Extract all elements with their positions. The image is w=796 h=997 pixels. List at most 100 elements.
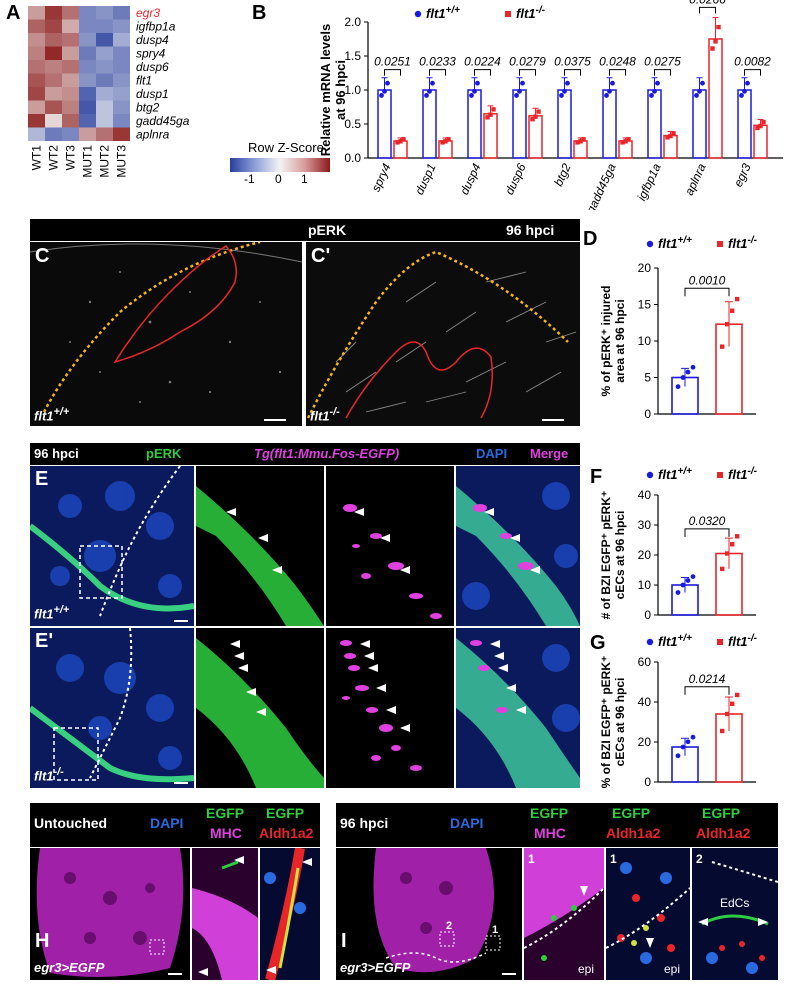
micrograph-e2-merge-svg xyxy=(456,628,580,788)
heatmap-cell xyxy=(45,73,62,87)
chart-d-point xyxy=(675,384,681,390)
chart-f-ytick-label: 40 xyxy=(638,488,652,502)
panel-i-marker-1: 1 xyxy=(492,924,499,936)
panel-h-egfp1: EGFP xyxy=(206,805,245,821)
heatmap-cell xyxy=(28,33,45,47)
panel-i-egfp2: EGFP xyxy=(612,805,651,821)
chart-f-ytick-label: 20 xyxy=(638,548,652,562)
chart-b-point xyxy=(652,88,657,94)
chart-b-bracket xyxy=(519,69,536,76)
chart-f-wt-legend-marker xyxy=(646,471,654,479)
panel-label-a: A xyxy=(6,2,21,24)
chart-b-category-label: dusp4 xyxy=(457,161,484,197)
chart-g-point xyxy=(730,701,735,706)
chart-b-point xyxy=(671,131,676,136)
heatmap-cell xyxy=(113,60,130,74)
heatmap-legend-title: Row Z-Score xyxy=(248,140,324,155)
chart-f-ytick-label: 0 xyxy=(644,608,651,622)
chart-b-point xyxy=(488,112,493,117)
chart-d-ylabel: % of pERK⁺ injured xyxy=(599,286,613,397)
micrograph-e-perk xyxy=(196,466,324,626)
micrograph-i-aldh2-svg xyxy=(692,848,778,980)
chart-b-point xyxy=(665,135,670,140)
heatmap-cell xyxy=(113,33,130,47)
heatmap-cell xyxy=(113,114,130,128)
chart-b-ytick-label: 1.5 xyxy=(344,49,361,63)
heatmap-cell xyxy=(96,87,113,101)
chart-b-point xyxy=(385,80,390,86)
chart-b-point xyxy=(514,93,519,98)
chart-b-bar xyxy=(737,89,752,159)
chart-b-category-label: egr3 xyxy=(731,161,754,189)
heatmap-cell xyxy=(79,19,96,33)
panel-e-ch-dapi: DAPI xyxy=(476,446,508,461)
panel-c2-genotype: flt1-/- xyxy=(310,406,340,424)
chart-b-pvalue: 0.0248 xyxy=(599,55,636,69)
micrograph-h-aldh xyxy=(260,848,320,980)
chart-f-point xyxy=(720,566,725,572)
chart-b-point xyxy=(440,140,445,145)
chart-g-point xyxy=(725,711,730,717)
heatmap-cell xyxy=(96,73,113,87)
chart-b-point xyxy=(623,139,628,144)
heatmap-cell xyxy=(113,6,130,20)
panel-label-h: H xyxy=(35,930,50,952)
chart-b-point xyxy=(581,137,586,142)
micrograph-i-overview-svg xyxy=(336,848,522,980)
chart-b-point xyxy=(427,88,432,94)
micrograph-i-mhc: 1 epi xyxy=(524,848,604,980)
micrograph-c2-svg xyxy=(306,242,580,426)
chart-b-point xyxy=(742,88,747,94)
heatmap-cell xyxy=(96,19,113,33)
heatmap-cell xyxy=(62,73,79,87)
panel-h-header: Untouched DAPI EGFP MHC EGFP Aldh1a2 xyxy=(30,803,320,847)
panel-i-aldh1: Aldh1a2 xyxy=(606,825,661,841)
heatmap-cell xyxy=(28,73,45,87)
chart-d-wt-legend-marker xyxy=(646,240,654,248)
heatmap-gene-label: aplnra xyxy=(136,128,170,142)
heatmap-gene-label: dusp4 xyxy=(136,33,169,47)
panel-c-time: 96 hpci xyxy=(506,222,555,238)
chart-d-ytick-label: 15 xyxy=(638,298,652,312)
chart-d-pvalue: 0.0010 xyxy=(689,273,726,287)
chart-b-point xyxy=(626,137,631,142)
panel-i-cond: 96 hpci xyxy=(340,815,389,831)
chart-b-bar xyxy=(647,89,662,159)
chart-b-point xyxy=(562,88,567,94)
chart-b-point xyxy=(559,93,564,98)
micrograph-e-merge-svg xyxy=(456,466,580,626)
chart-g-ytick-label: 20 xyxy=(638,735,652,749)
chart-b-category-label: aplnra xyxy=(682,161,709,197)
chart-f-ylabel: # of BZI EGFP⁺ pERK⁺ xyxy=(599,491,613,620)
panel-i-edcs: EdCs xyxy=(720,896,750,910)
chart-d-point xyxy=(680,375,686,380)
chart-b: 0.0 0.5 1.0 1.5 2.0 Relative mRNA levels at 96… xyxy=(318,0,783,210)
chart-b-bar xyxy=(528,115,543,159)
chart-b-ytick-label: 1.0 xyxy=(344,83,361,97)
chart-b-ylabel-2: at 96 hpci xyxy=(333,60,348,120)
chart-g-ylabel: % of BZI EGFP⁺ pERK⁺ xyxy=(599,656,613,789)
micrograph-i-mhc-svg xyxy=(524,848,604,980)
chart-b-point xyxy=(469,93,474,98)
heatmap-cell xyxy=(96,100,113,114)
chart-d-ytick-label: 20 xyxy=(638,261,652,275)
chart-d-mut-legend-label: flt1-/- xyxy=(728,235,758,251)
chart-d-point xyxy=(690,364,696,370)
panel-e-genotype: flt1+/+ xyxy=(34,604,70,622)
chart-g-ytick-label: 0 xyxy=(644,775,651,789)
heatmap-cell xyxy=(113,19,130,33)
heatmap-cell xyxy=(28,19,45,33)
panel-i-aldh1-epi: epi xyxy=(664,962,681,976)
panel-e2-genotype: flt1-/- xyxy=(34,766,64,784)
heatmap-cell xyxy=(62,114,79,128)
panel-i-header: 96 hpci DAPI EGFP MHC EGFP Aldh1a2 EGFP … xyxy=(336,803,778,847)
chart-d-point xyxy=(685,369,691,375)
chart-b-pvalue: 0.0375 xyxy=(554,55,591,69)
chart-b-bar xyxy=(753,124,768,159)
chart-d-bracket xyxy=(684,287,730,297)
micrograph-h-overview-svg xyxy=(30,848,190,980)
chart-d-ylabel-2: area at 96 hpci xyxy=(613,299,627,382)
chart-g-wt-legend-marker xyxy=(646,638,654,646)
micrograph-h-overview: egr3>EGFP xyxy=(30,848,190,980)
panel-e-time: 96 hpci xyxy=(34,446,79,461)
